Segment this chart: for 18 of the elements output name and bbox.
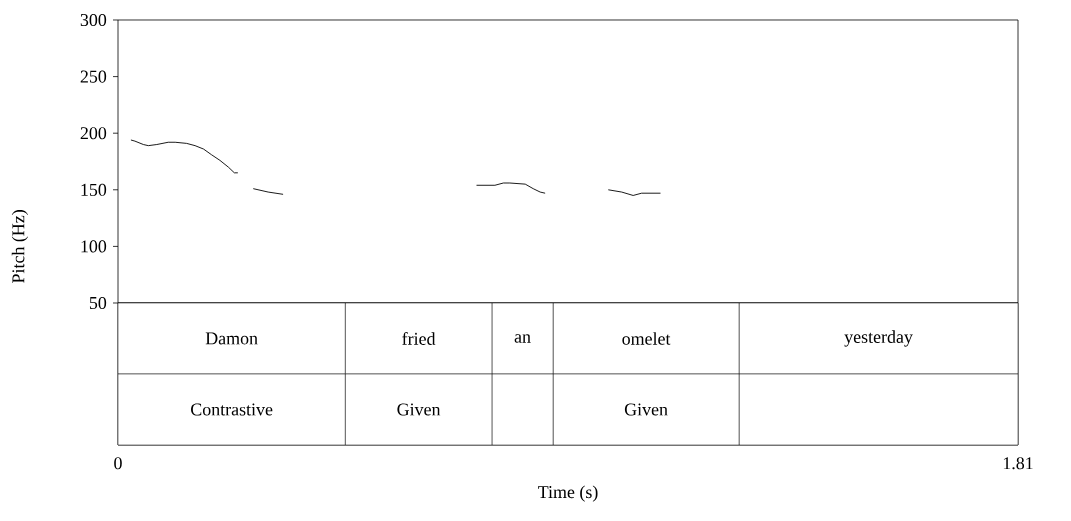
data-label: omelet (622, 332, 671, 345)
y-tick-label: 200 (80, 127, 107, 140)
y-tick-label: 150 (81, 183, 107, 196)
data-label: Contrastive (191, 403, 273, 416)
y-tick-label: 100 (81, 240, 107, 253)
y-tick-label: 300 (80, 13, 107, 27)
data-label: an (514, 334, 531, 343)
data-label: Given (397, 403, 441, 416)
x-axis-title: Time (s) (538, 485, 598, 502)
x-tick-label: 0 (114, 457, 122, 470)
y-axis-title: Pitch (Hz) (11, 210, 29, 283)
data-label: Damon (205, 332, 258, 345)
x-tick-label: 1.81 (1003, 457, 1033, 470)
y-tick-label: 50 (89, 296, 107, 310)
data-label: fried (402, 332, 436, 345)
data-label: Given (624, 403, 668, 416)
y-tick-label: 250 (80, 70, 107, 83)
data-label: yesterday (844, 330, 913, 347)
